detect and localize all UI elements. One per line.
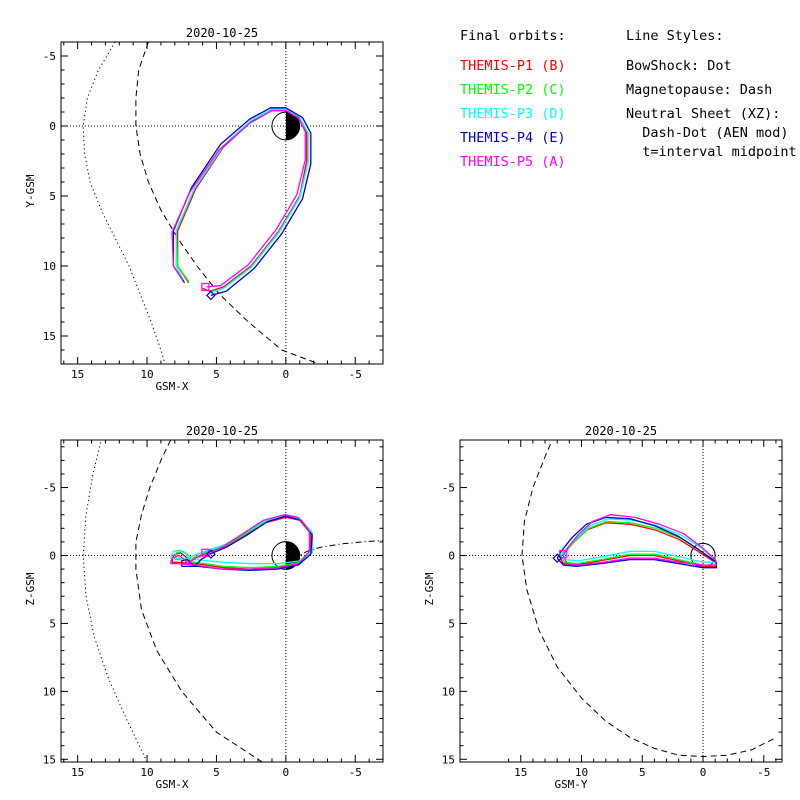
x-tick-label: -5: [349, 766, 362, 779]
yz-orbit-panel: 2020-10-25 15 10 5 0 -5 -5 0 5 10 15 GSM-Y Z-GSM: [423, 424, 783, 791]
earth-night-side: [285, 112, 300, 140]
y-tick-label: 5: [49, 190, 56, 203]
xy-orbit-panel: 2020-10-25 15 10 5 0 -5 -5 0 5 10 15 GSM-X Y-GSM: [24, 26, 384, 393]
x-tick-label: -5: [757, 766, 770, 779]
x-tick-label: 5: [639, 766, 646, 779]
plot-area: [61, 42, 383, 364]
panel-title: 2020-10-25: [186, 26, 258, 40]
y-axis-label: Z-GSM: [24, 572, 37, 605]
orbit-line-p3: [175, 108, 309, 294]
legend-item-p1: THEMIS-P1 (B): [460, 58, 566, 74]
orbit-line-p4: [181, 515, 313, 572]
legend-item-p5: THEMIS-P5 (A): [460, 154, 566, 170]
plot-frame: [459, 439, 783, 763]
y-tick-label: -5: [43, 482, 56, 495]
y-tick-label: 15: [442, 753, 455, 766]
y-tick-label: 0: [49, 120, 56, 133]
panel-title: 2020-10-25: [585, 424, 657, 438]
x-tick-label: 15: [71, 368, 84, 381]
y-tick-label: 10: [442, 685, 455, 698]
xz-orbit-panel: 2020-10-25 15 10 5 0 -5 -5 0 5 10 15 GSM-X Z-GSM: [24, 424, 384, 791]
x-axis-label: GSM-X: [155, 380, 188, 393]
y-tick-label: -5: [43, 50, 56, 63]
legend-orbits-header: Final orbits:: [460, 28, 566, 44]
panel-title: 2020-10-25: [186, 424, 258, 438]
legend-item-p2: THEMIS-P2 (C): [460, 82, 566, 98]
legend-style-bowshock: BowShock: Dot: [626, 58, 732, 74]
y-axis-label: Z-GSM: [423, 572, 436, 605]
x-tick-label: 15: [71, 766, 84, 779]
legend-style-magnetopause: Magnetopause: Dash: [626, 82, 772, 98]
start-diamond-marker: [206, 290, 216, 301]
magnetopause-curve: [135, 440, 263, 762]
start-diamond-marker: [206, 549, 216, 559]
legend-style-neutral-sheet: Neutral Sheet (XZ):: [626, 106, 780, 122]
x-tick-label: 0: [283, 766, 290, 779]
legend-style-dash-dot: Dash-Dot (AEN mod): [626, 125, 789, 141]
x-tick-label: 5: [213, 766, 220, 779]
neutral-sheet-curve: [292, 540, 383, 561]
y-axis-label: Y-GSM: [24, 174, 37, 207]
x-axis-label: GSM-X: [155, 778, 188, 791]
x-axis-label: GSM-Y: [554, 778, 587, 791]
x-tick-label: -5: [349, 368, 362, 381]
y-tick-label: 0: [448, 549, 455, 562]
plot-frame: [60, 41, 384, 365]
y-tick-label: 5: [49, 617, 56, 630]
x-tick-label: 10: [140, 766, 153, 779]
y-tick-label: 15: [43, 330, 56, 343]
y-tick-label: 5: [448, 617, 455, 630]
magnetopause-curve: [135, 42, 320, 364]
magnetopause-curve: [521, 440, 774, 758]
start-square-marker: [559, 550, 568, 559]
x-tick-label: 15: [514, 766, 527, 779]
y-tick-label: 10: [43, 685, 56, 698]
x-tick-label: 5: [213, 368, 220, 381]
y-tick-label: 0: [49, 549, 56, 562]
earth-icon: [271, 111, 301, 141]
legend-item-p3: THEMIS-P3 (D): [460, 106, 566, 122]
bow-shock-curve: [82, 42, 166, 364]
legend-item-p4: THEMIS-P4 (E): [460, 130, 566, 146]
bow-shock-curve: [82, 440, 148, 762]
x-tick-label: 10: [575, 766, 588, 779]
plot-frame: [60, 439, 384, 763]
legend-styles-header: Line Styles:: [626, 28, 724, 44]
start-diamond-marker: [552, 553, 563, 564]
x-tick-label: 0: [283, 368, 290, 381]
x-tick-label: 10: [140, 368, 153, 381]
orbit-line-p1: [171, 516, 312, 570]
plot-area: [61, 440, 383, 762]
earth-icon: [271, 541, 301, 570]
y-tick-label: -5: [442, 482, 455, 495]
start-square-marker: [201, 282, 210, 292]
plot-area: [460, 440, 782, 762]
orbit-line-p5: [562, 514, 718, 566]
y-tick-label: 15: [43, 753, 56, 766]
orbit-line-p5: [169, 514, 311, 570]
legend: Final orbits: THEMIS-P1 (B) THEMIS-P2 (C…: [460, 28, 797, 170]
legend-style-midpoint: t=interval midpoint: [626, 144, 797, 160]
orbit-line-p5: [171, 109, 306, 288]
x-tick-label: 0: [700, 766, 707, 779]
y-tick-label: 10: [43, 260, 56, 273]
